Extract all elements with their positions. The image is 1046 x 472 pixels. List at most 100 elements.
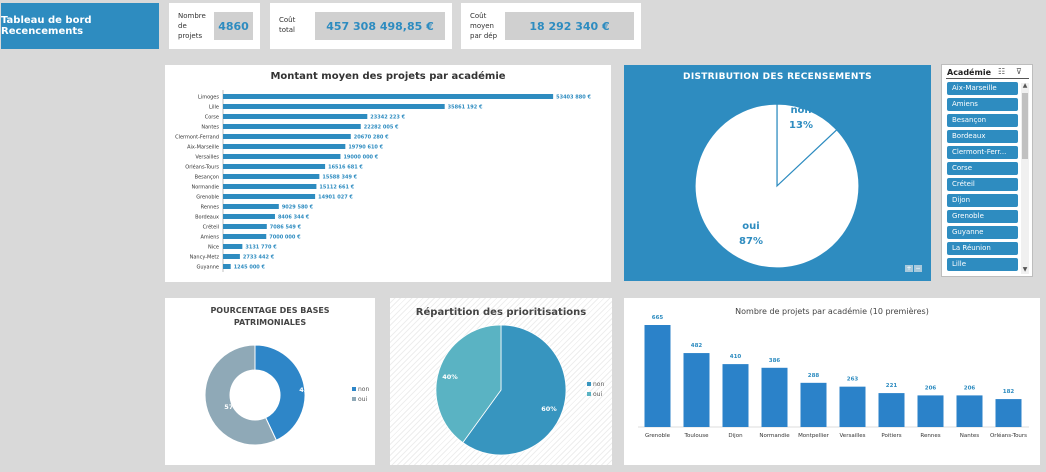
slicer-item[interactable]: Clermont-Ferr... [947, 146, 1018, 159]
slicer-item[interactable]: Lille [947, 258, 1018, 271]
category-label: Limoges [198, 95, 219, 101]
donut-slice-oui [204, 344, 277, 446]
bar [800, 382, 827, 427]
bar [644, 325, 671, 427]
bar [223, 134, 351, 139]
kpi-label-projects: Nombre de projets [178, 12, 206, 40]
donut-svg: 43% 57% non oui [204, 344, 369, 446]
slicer-item[interactable]: La Réunion [947, 242, 1018, 255]
category-label: Nancy-Metz [190, 255, 220, 261]
data-label: 15112 661 € [319, 185, 354, 191]
bar [917, 395, 944, 427]
projects-count-chart: Nombre de projets par académie (10 premi… [624, 298, 1040, 465]
bar [223, 264, 231, 269]
category-label: Rennes [920, 433, 940, 439]
bar [223, 194, 316, 199]
donut-slice-non [254, 344, 306, 441]
category-label: Versailles [195, 155, 219, 161]
slice-label: non [790, 105, 811, 116]
data-label: 23342 223 € [370, 115, 405, 121]
bar [223, 204, 279, 209]
legend-swatch [352, 397, 356, 401]
chart-title: DISTRIBUTION DES RECENSEMENTS [683, 72, 872, 82]
slicer-item[interactable]: Corse [947, 162, 1018, 175]
category-label: Amiens [200, 235, 219, 241]
slicer-item[interactable]: Grenoble [947, 210, 1018, 223]
slice-value: 87% [739, 236, 763, 247]
chart-title: Montant moyen des projets par académie [270, 71, 506, 82]
category-label: Grenoble [645, 433, 671, 439]
bar [223, 244, 243, 249]
multiselect-icon[interactable]: ☷ [998, 67, 1006, 76]
prioritisation-chart: Répartition des prioritisations 60% 40% no… [390, 298, 612, 465]
pie-slice-non [776, 103, 838, 188]
bar [223, 114, 368, 119]
chart-title: Répartition des prioritisations [415, 307, 587, 318]
category-label: Toulouse [684, 433, 710, 439]
legend-label: non [593, 381, 604, 388]
slicer-item[interactable]: Dijon [947, 194, 1018, 207]
bar [956, 395, 983, 427]
data-label: 8406 344 € [278, 215, 310, 221]
bar [223, 174, 320, 179]
bases-patrimoniales-chart: POURCENTAGE DES BASES PATRIMONIALES 43% 57… [165, 298, 375, 465]
distribution-chart: DISTRIBUTION DES RECENSEMENTS non 13% oui 8… [624, 65, 931, 281]
bar [995, 399, 1022, 427]
slicer-scroll-thumb[interactable] [1022, 93, 1028, 159]
expand-icon[interactable]: + [905, 265, 913, 272]
academie-slicer: Académie ☷ ⊽ Aix-Marseille Amiens Besançon… [941, 64, 1033, 277]
legend-swatch [587, 392, 591, 396]
category-label: Normandie [759, 433, 790, 439]
data-label: 221 [886, 383, 898, 389]
kpi-value-total-cost: 457 308 498,85 € [315, 12, 445, 40]
slicer-item[interactable]: Bordeaux [947, 130, 1018, 143]
data-label: 263 [847, 377, 859, 383]
category-label: Créteil [203, 224, 219, 231]
category-label: Normandie [191, 185, 219, 191]
collapse-icon[interactable]: − [914, 265, 922, 272]
bar [223, 144, 346, 149]
data-label: 14901 027 € [318, 195, 353, 201]
category-label: Montpellier [798, 433, 830, 439]
slicer-item[interactable]: Amiens [947, 98, 1018, 111]
data-label: 19790 610 € [348, 145, 383, 151]
category-label: Corse [205, 115, 219, 121]
bar [223, 164, 326, 169]
data-label: 206 [925, 385, 937, 391]
category-label: Nantes [960, 433, 980, 439]
slicer-item[interactable]: Créteil [947, 178, 1018, 191]
data-label: 16516 681 € [328, 165, 363, 171]
legend-swatch [352, 387, 356, 391]
vbar-svg: 665 Grenoble 482 Toulouse 410 Dijon 386 Normand… [638, 315, 1029, 439]
category-label: Bordeaux [195, 215, 219, 221]
bar [223, 254, 240, 259]
data-label: 482 [691, 343, 703, 349]
scroll-up-icon[interactable]: ▲ [1022, 82, 1028, 89]
data-label: 7000 000 € [269, 235, 301, 241]
data-label: 206 [964, 385, 976, 391]
kpi-card-total-cost: Coût total 457 308 498,85 € [270, 3, 452, 49]
pie1-svg: non 13% oui 87% [694, 103, 860, 269]
data-label: 53403 880 € [556, 95, 591, 101]
data-label: 1245 000 € [234, 265, 266, 271]
bar [722, 364, 749, 427]
pie-slice-oui [435, 324, 502, 444]
slice-value: 60% [541, 405, 557, 413]
category-label: Nantes [201, 125, 219, 131]
slicer-item[interactable]: Guyanne [947, 226, 1018, 239]
legend-label: non [358, 386, 369, 393]
category-label: Aix-Marseille [187, 145, 219, 151]
data-label: 35861 192 € [448, 105, 483, 111]
scroll-down-icon[interactable]: ▼ [1022, 266, 1028, 273]
bar [223, 224, 267, 229]
bar [683, 353, 710, 427]
clear-filter-icon[interactable]: ⊽ [1016, 67, 1022, 76]
slicer-item[interactable]: Aix-Marseille [947, 82, 1018, 95]
pie-slice-oui [694, 103, 860, 269]
bar [223, 234, 267, 239]
slice-label: oui [742, 221, 759, 232]
slicer-scrollbar[interactable] [1021, 83, 1029, 274]
slicer-item[interactable]: Besançon [947, 114, 1018, 127]
hbar-svg: Limoges 53403 880 € Lille 35861 192 € Corse 2… [175, 90, 591, 272]
dashboard-title: Tableau de bord Recencements [1, 3, 159, 49]
